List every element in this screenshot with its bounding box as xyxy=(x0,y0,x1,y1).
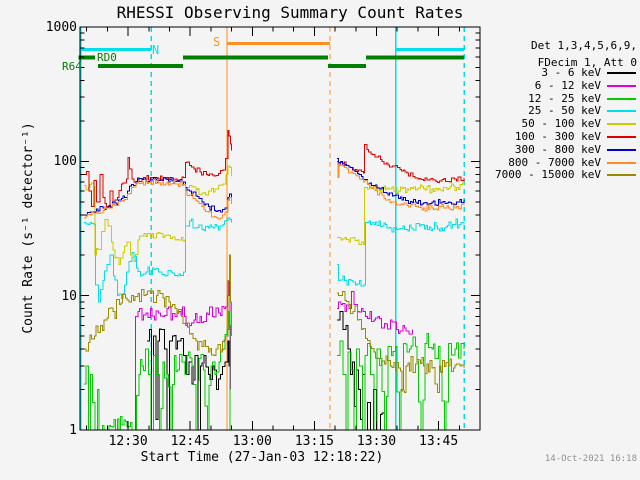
legend-entry-swatch xyxy=(607,72,636,74)
legend-entry-swatch xyxy=(607,110,636,113)
x-tick-label: 13:45 xyxy=(419,434,459,449)
y-tick-label: 10 xyxy=(61,288,77,304)
legend-entry-swatch xyxy=(607,97,636,100)
y-tick-label: 1000 xyxy=(45,20,77,35)
series-25-50keV xyxy=(84,217,465,303)
series-800-7000keV xyxy=(84,162,465,220)
x-tick-label: 12:30 xyxy=(108,434,148,449)
legend-entry-label: 6 - 12 keV xyxy=(534,78,601,92)
y-tick-label: 1 xyxy=(69,423,77,438)
y-tick-label: 100 xyxy=(53,154,77,170)
series-7000-15000keV xyxy=(84,254,465,394)
legend-entry-swatch xyxy=(607,148,636,151)
x-tick-label: 12:45 xyxy=(170,434,210,449)
series-100-300keV xyxy=(84,129,465,208)
legend-decim-att: FDecim 1, Att 0 xyxy=(537,56,637,69)
legend-entry-label: 50 - 100 keV xyxy=(521,117,601,131)
x-tick-label: 13:30 xyxy=(356,434,397,449)
series-3-6keV xyxy=(147,311,389,430)
series-300-800keV xyxy=(84,158,465,216)
x-axis-title: Start Time (27-Jan-03 12:18:22) xyxy=(140,450,384,465)
x-tick-label: 13:15 xyxy=(294,434,334,449)
legend-entry-swatch xyxy=(607,123,636,126)
legend-entry-swatch xyxy=(607,161,636,164)
series-50-100keV xyxy=(84,165,465,266)
legend-entry-swatch xyxy=(607,84,636,87)
legend-entry-swatch xyxy=(607,136,636,138)
series-12-25keV xyxy=(84,311,465,430)
y-axis-title: Count Rate (s⁻¹ detector⁻¹) xyxy=(21,122,36,334)
legend-entry-label: 800 - 7000 keV xyxy=(508,155,601,169)
legend-entry-label: 12 - 25 keV xyxy=(528,91,601,105)
legend-detectors: Det 1,3,4,5,6,9, xyxy=(531,39,637,52)
page-title: RHESSI Observing Summary Count Rates xyxy=(116,3,464,22)
plot-border xyxy=(79,26,481,431)
legend-entry-swatch xyxy=(607,174,636,177)
creation-timestamp: 14-Oct-2021 16:18 xyxy=(544,454,637,464)
r64-flag-label: R64 xyxy=(62,60,82,73)
legend-entry-label: 3 - 6 keV xyxy=(541,66,601,79)
rd0-flag-label: RD0 xyxy=(97,51,117,64)
x-tick-label: 13:00 xyxy=(232,434,272,449)
saa-flag-label: S xyxy=(213,35,221,49)
legend-entry-label: 100 - 300 keV xyxy=(514,130,601,143)
series-6-12keV xyxy=(134,279,413,430)
night-flag-label: N xyxy=(152,43,160,57)
legend-entry-label: 7000 - 15000 keV xyxy=(495,168,601,182)
legend-entry-label: 300 - 800 keV xyxy=(514,142,601,156)
legend-entry-label: 25 - 50 keV xyxy=(528,104,601,118)
